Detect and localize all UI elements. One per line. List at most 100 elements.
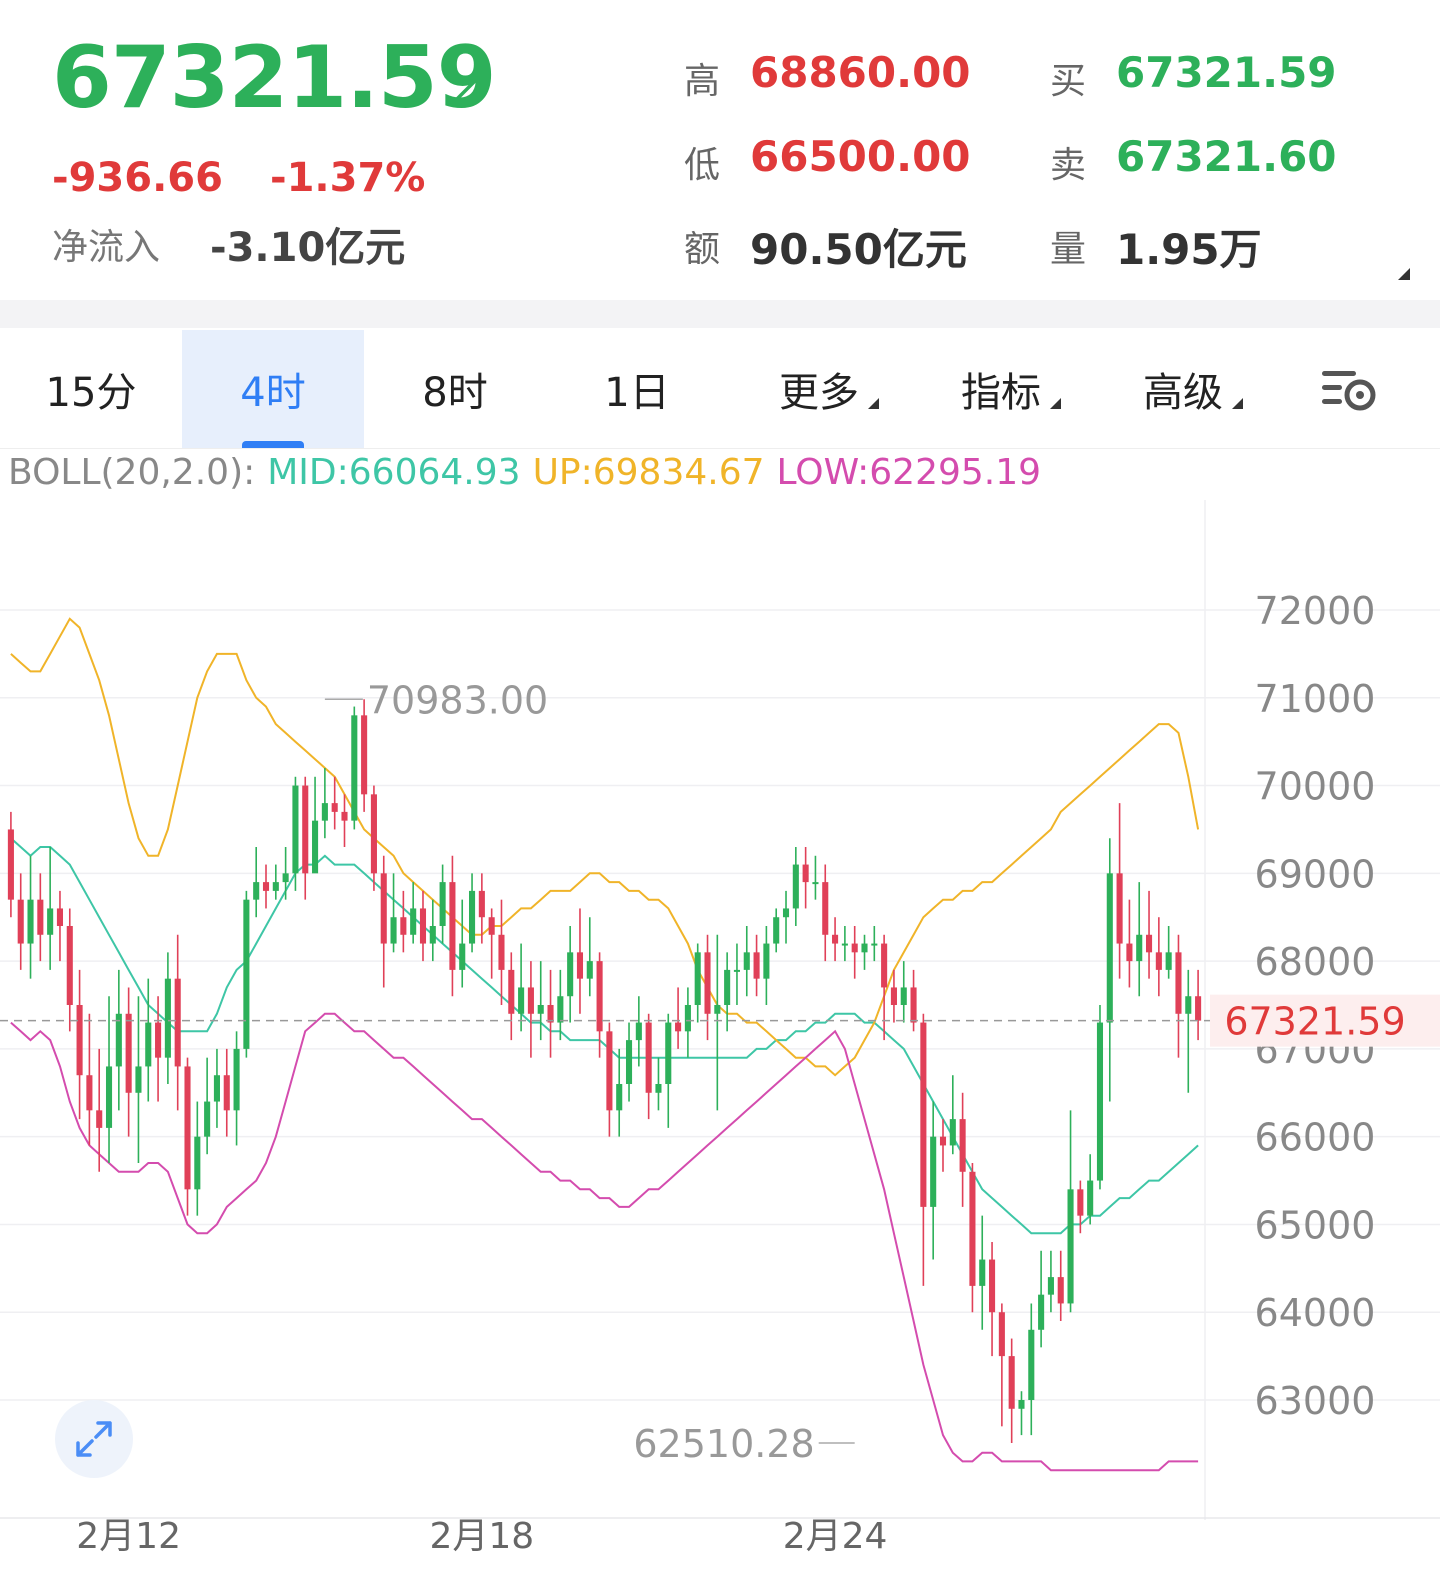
candle-body: [213, 1075, 220, 1102]
y-tick-label: 69000: [1255, 852, 1376, 896]
candle-body: [253, 882, 260, 900]
candle-body: [527, 987, 534, 1014]
amount-value: 90.50亿元: [750, 225, 967, 274]
bid-value: 67321.59: [1116, 48, 1337, 97]
candle-body: [361, 715, 368, 795]
candle-body: [1087, 1180, 1094, 1216]
candle-body: [302, 785, 309, 874]
candle-body: [135, 1066, 142, 1093]
candle-body: [105, 1066, 113, 1128]
candle-body: [7, 829, 14, 900]
max-price-annotation: 70983.00: [367, 678, 548, 722]
candle-body: [714, 1005, 721, 1014]
candle-body: [400, 917, 407, 935]
tab-label: 4时: [240, 370, 306, 416]
x-tick-label: 2月24: [783, 1516, 888, 1557]
current-price-tag: [1210, 994, 1440, 1047]
candle-body: [930, 1136, 937, 1207]
boll-mid-line: [10, 837, 1199, 1235]
tab-4h[interactable]: 4时: [182, 330, 364, 448]
candlestick-chart[interactable]: 7200071000700006900068000670006600065000…: [0, 500, 1440, 1585]
candle-body: [331, 803, 338, 812]
candle-body: [724, 969, 731, 1005]
last-price: 67321.59: [52, 28, 497, 128]
collapse-toggle[interactable]: [1398, 268, 1410, 280]
y-tick-label: 63000: [1255, 1379, 1376, 1423]
y-tick-label: 71000: [1255, 677, 1376, 721]
candle-body: [410, 908, 417, 935]
boll-name: BOLL(20,2.0):: [8, 452, 256, 493]
candle-body: [743, 952, 750, 970]
candle-body: [782, 908, 790, 918]
candle-body: [164, 978, 171, 1058]
candle-body: [537, 1005, 544, 1014]
tab-label: 指标: [961, 370, 1041, 416]
volume-label: 量: [1050, 229, 1087, 270]
candle-body: [910, 987, 917, 1023]
amount-label: 额: [684, 229, 721, 270]
candle-body: [459, 943, 466, 970]
chart-settings-icon[interactable]: [1320, 365, 1382, 415]
price-change-percent: -1.37%: [270, 155, 426, 201]
candle-body: [341, 811, 348, 821]
candle-body: [1175, 952, 1182, 1014]
candle-body: [1067, 1189, 1074, 1304]
min-price-annotation: 62510.28: [633, 1422, 814, 1466]
candle-body: [949, 1119, 956, 1146]
expand-icon[interactable]: [55, 1400, 133, 1478]
candle-body: [694, 952, 701, 1005]
tab-1d[interactable]: 1日: [546, 330, 728, 448]
candle-body: [292, 785, 299, 874]
candle-body: [321, 803, 328, 821]
tab-label: 8时: [422, 370, 488, 416]
candle-body: [871, 943, 878, 946]
tab-indicators[interactable]: 指标: [910, 330, 1092, 448]
candle-body: [76, 1005, 83, 1076]
candle-body: [1077, 1189, 1084, 1216]
tab-label: 高级: [1143, 370, 1223, 416]
tab-label: 1日: [604, 370, 670, 416]
x-tick-label: 2月12: [76, 1516, 181, 1557]
candle-body: [125, 1013, 132, 1093]
candle-body: [429, 926, 436, 944]
net-inflow-label: 净流入: [52, 227, 161, 268]
interval-tabs: 15分 4时 8时 1日 更多 指标 高级: [0, 330, 1440, 449]
tab-8h[interactable]: 8时: [364, 330, 546, 448]
candle-body: [478, 890, 485, 918]
tab-advanced[interactable]: 高级: [1092, 330, 1274, 448]
tab-15min[interactable]: 15分: [0, 330, 182, 448]
candle-body: [498, 934, 505, 970]
candle-body: [469, 890, 476, 944]
candle-body: [763, 943, 770, 979]
candle-body: [1155, 952, 1162, 970]
candle-body: [1106, 873, 1113, 1023]
candle-body: [449, 882, 456, 970]
candle-body: [881, 943, 888, 988]
candle-body: [586, 961, 593, 979]
candle-body: [733, 969, 740, 972]
candle-body: [645, 1022, 652, 1093]
candle-body: [1116, 873, 1123, 944]
y-tick-label: 66000: [1255, 1116, 1376, 1160]
dropdown-caret-icon: [1232, 398, 1243, 409]
high-value: 68860.00: [750, 48, 971, 97]
candle-body: [1145, 934, 1153, 953]
price-change: -936.66: [52, 155, 223, 201]
ask-value: 67321.60: [1116, 132, 1337, 181]
candle-body: [380, 873, 387, 944]
boll-low: LOW:62295.19: [776, 452, 1042, 493]
candle-body: [66, 926, 73, 1005]
candle-body: [753, 952, 760, 979]
y-tick-label: 68000: [1255, 940, 1376, 984]
tab-more[interactable]: 更多: [728, 330, 910, 448]
candle-body: [174, 978, 181, 1067]
candle-body: [998, 1312, 1005, 1357]
candle-body: [194, 1136, 201, 1190]
bid-label: 买: [1050, 61, 1087, 102]
candle-body: [1136, 934, 1143, 962]
candle-body: [1195, 996, 1202, 1021]
candle-body: [1057, 1277, 1064, 1304]
candle-body: [684, 1005, 691, 1032]
candle-body: [1047, 1277, 1054, 1295]
y-tick-label: 72000: [1255, 589, 1376, 633]
